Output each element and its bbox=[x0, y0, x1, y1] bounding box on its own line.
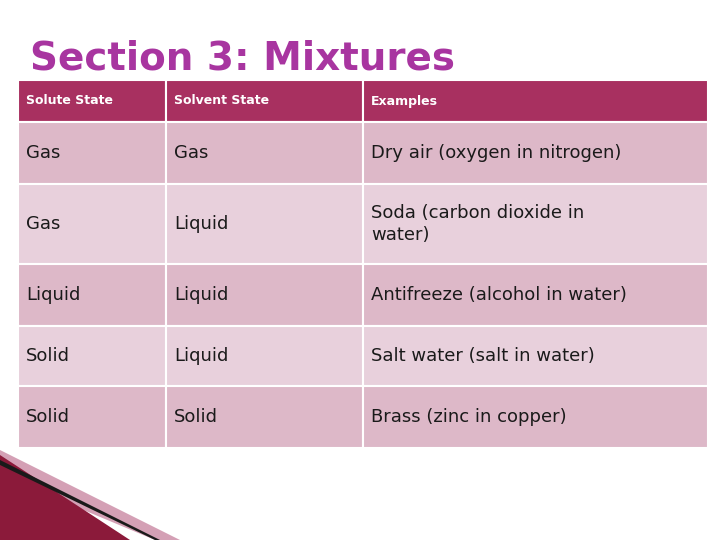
FancyBboxPatch shape bbox=[363, 122, 708, 184]
Text: Examples: Examples bbox=[371, 94, 438, 107]
Text: Salt water (salt in water): Salt water (salt in water) bbox=[371, 347, 595, 365]
FancyBboxPatch shape bbox=[166, 122, 363, 184]
Text: Gas: Gas bbox=[174, 144, 209, 162]
Text: Gas: Gas bbox=[26, 215, 60, 233]
FancyBboxPatch shape bbox=[363, 326, 708, 386]
Text: Solid: Solid bbox=[174, 408, 218, 426]
Text: Solute State: Solute State bbox=[26, 94, 113, 107]
Text: Section 3: Mixtures: Section 3: Mixtures bbox=[30, 40, 455, 78]
Text: Gas: Gas bbox=[26, 144, 60, 162]
Text: Dry air (oxygen in nitrogen): Dry air (oxygen in nitrogen) bbox=[371, 144, 621, 162]
Text: Liquid: Liquid bbox=[26, 286, 81, 304]
Polygon shape bbox=[0, 450, 180, 540]
FancyBboxPatch shape bbox=[363, 184, 708, 264]
FancyBboxPatch shape bbox=[363, 80, 708, 122]
Text: Liquid: Liquid bbox=[174, 347, 229, 365]
Text: Brass (zinc in copper): Brass (zinc in copper) bbox=[371, 408, 567, 426]
FancyBboxPatch shape bbox=[166, 264, 363, 326]
FancyBboxPatch shape bbox=[166, 184, 363, 264]
FancyBboxPatch shape bbox=[18, 386, 166, 448]
FancyBboxPatch shape bbox=[18, 80, 166, 122]
FancyBboxPatch shape bbox=[166, 326, 363, 386]
FancyBboxPatch shape bbox=[166, 80, 363, 122]
Polygon shape bbox=[0, 460, 160, 540]
Text: Solvent State: Solvent State bbox=[174, 94, 269, 107]
Text: Soda (carbon dioxide in
water): Soda (carbon dioxide in water) bbox=[371, 204, 584, 244]
FancyBboxPatch shape bbox=[363, 264, 708, 326]
FancyBboxPatch shape bbox=[18, 326, 166, 386]
Text: Liquid: Liquid bbox=[174, 286, 229, 304]
Text: Solid: Solid bbox=[26, 408, 70, 426]
Text: Liquid: Liquid bbox=[174, 215, 229, 233]
FancyBboxPatch shape bbox=[18, 122, 166, 184]
FancyBboxPatch shape bbox=[18, 264, 166, 326]
FancyBboxPatch shape bbox=[166, 386, 363, 448]
FancyBboxPatch shape bbox=[363, 386, 708, 448]
FancyBboxPatch shape bbox=[18, 184, 166, 264]
Text: Solid: Solid bbox=[26, 347, 70, 365]
Text: Antifreeze (alcohol in water): Antifreeze (alcohol in water) bbox=[371, 286, 627, 304]
Polygon shape bbox=[0, 455, 130, 540]
